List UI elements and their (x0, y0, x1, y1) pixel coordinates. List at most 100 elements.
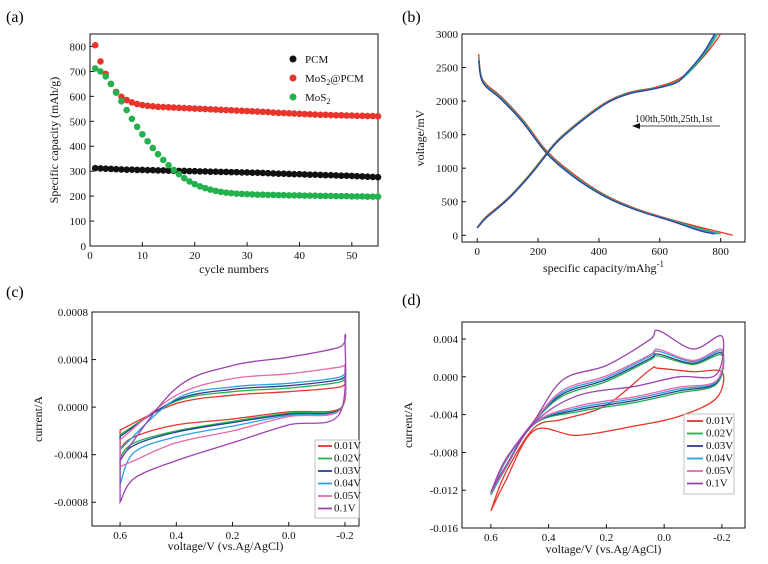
data-point (107, 165, 115, 173)
plot-c: 0.6 0.4 0.2 0.0 -0.2 -0.0008 -0.0004 0.0000 0.00… (31, 307, 361, 553)
data-point (311, 111, 319, 118)
x-tick-label: 0 (87, 250, 93, 262)
data-point (217, 168, 225, 176)
annotation-arrowhead (632, 123, 640, 129)
data-point (327, 111, 335, 119)
data-point (285, 170, 293, 178)
data-point (301, 110, 308, 118)
legend-marker (289, 55, 297, 63)
data-point (249, 108, 256, 115)
cv-loop-0.05V (119, 362, 347, 468)
panel-label-a: (a) (6, 9, 24, 26)
data-point (327, 192, 335, 200)
x-tick-label: 40 (294, 250, 306, 262)
panel-label-b: (b) (402, 9, 421, 26)
y-tick-label: -0.004 (430, 410, 459, 422)
data-point (107, 80, 115, 88)
data-point (338, 192, 345, 200)
x-tick-label: 600 (652, 246, 669, 258)
plot-frame (91, 311, 360, 527)
legend-label: MoS2 (305, 92, 330, 106)
y-tick-label: 400 (70, 141, 87, 153)
data-point (212, 187, 219, 195)
data-point (322, 111, 329, 119)
cv-loop-0.05V (490, 348, 725, 494)
panel-label-d: (d) (402, 292, 421, 309)
data-point (249, 191, 256, 198)
y-tick-label: 600 (70, 91, 87, 103)
x-tick-label: 200 (530, 246, 547, 258)
x-tick-label: 0.2 (226, 530, 240, 542)
data-point (217, 188, 225, 196)
x-tick-label: 400 (591, 246, 608, 258)
data-point (196, 105, 204, 113)
x-tick-label: 0.0 (657, 532, 671, 544)
data-point (160, 156, 167, 164)
x-tick-label: 20 (189, 250, 201, 262)
data-point (364, 173, 371, 180)
data-point (144, 137, 151, 145)
curve-discharge-3 (478, 59, 718, 235)
y-tick-label: 2500 (436, 63, 459, 75)
data-point (212, 168, 219, 175)
data-point (97, 165, 104, 172)
data-point (296, 170, 303, 178)
data-point (348, 112, 356, 119)
plot-frame (461, 321, 746, 529)
y-axis-label: current/A (401, 402, 415, 448)
data-point (238, 190, 246, 198)
y-tick-label: 3000 (436, 29, 459, 41)
data-point (374, 113, 382, 120)
data-point (364, 193, 371, 200)
data-point (249, 169, 256, 176)
y-tick-label: 500 (442, 197, 459, 209)
y-tick-label: -0.0008 (54, 497, 88, 509)
data-point (296, 110, 303, 118)
data-point (275, 191, 282, 199)
data-point (118, 166, 125, 173)
data-point (290, 170, 298, 178)
data-point (322, 192, 329, 200)
data-point (301, 171, 308, 178)
legend-marker (289, 93, 297, 101)
data-point (369, 193, 377, 200)
data-point (332, 112, 340, 119)
y-tick-label: 500 (70, 116, 87, 128)
data-point (358, 173, 366, 180)
cv-loop-0.1V (119, 333, 347, 505)
x-tick-label: 0.2 (600, 532, 614, 544)
y-tick-label: 800 (70, 41, 87, 53)
y-axis-label: voltage/mV (413, 109, 427, 166)
series-MoS2@PCM (91, 41, 382, 120)
data-point (91, 41, 99, 49)
data-point (243, 190, 251, 198)
x-tick-label: 0.6 (484, 532, 498, 544)
legend-label: 0.05V (706, 465, 733, 477)
y-axis-label: current/A (31, 396, 45, 442)
y-tick-label: 300 (70, 166, 87, 178)
data-point (238, 169, 246, 176)
y-tick-label: 100 (70, 216, 87, 228)
data-point (311, 192, 319, 199)
data-point (296, 192, 303, 199)
data-point (264, 169, 272, 177)
data-point (259, 191, 267, 198)
data-point (112, 89, 120, 96)
data-point (170, 166, 178, 174)
plot-d: 0.6 0.4 0.2 0.0 -0.2 -0.016 -0.012 -0.008 -0.004… (401, 321, 746, 556)
data-point (191, 180, 199, 188)
data-point (165, 104, 172, 111)
legend-label: 0.04V (334, 478, 361, 490)
data-point (280, 170, 288, 177)
data-point (317, 192, 324, 200)
x-tick-label: 0 (474, 246, 480, 258)
data-point (149, 103, 157, 110)
data-point (170, 104, 178, 111)
data-point (264, 108, 272, 116)
data-point (149, 166, 157, 174)
data-point (207, 186, 214, 193)
data-point (275, 170, 282, 177)
legend-sub: 2 (326, 97, 330, 106)
y-tick-label: 0.004 (433, 334, 458, 346)
